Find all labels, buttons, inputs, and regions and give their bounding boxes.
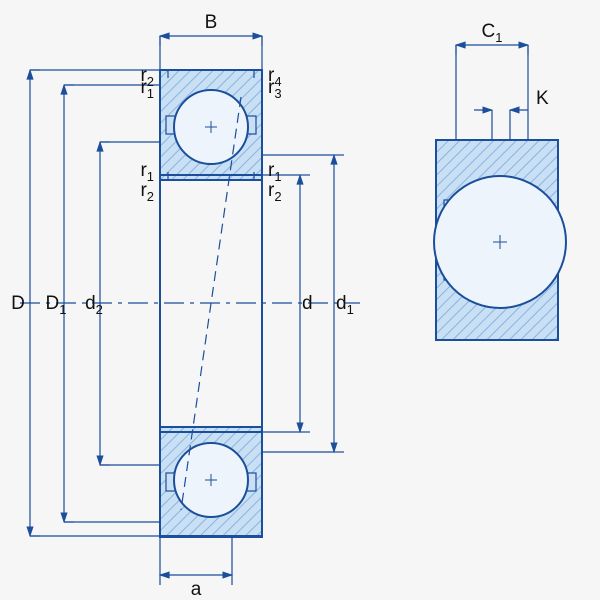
label-K: K xyxy=(536,88,549,109)
label-d: d xyxy=(302,293,313,314)
right-detail-view xyxy=(434,140,566,340)
bearing-diagram: DD1d2dd1BaC1Kr2r1r4r3r1r2r1r2 xyxy=(0,0,600,600)
label-B: B xyxy=(205,12,218,33)
label-a: a xyxy=(191,579,202,600)
label-D: D xyxy=(11,293,25,314)
